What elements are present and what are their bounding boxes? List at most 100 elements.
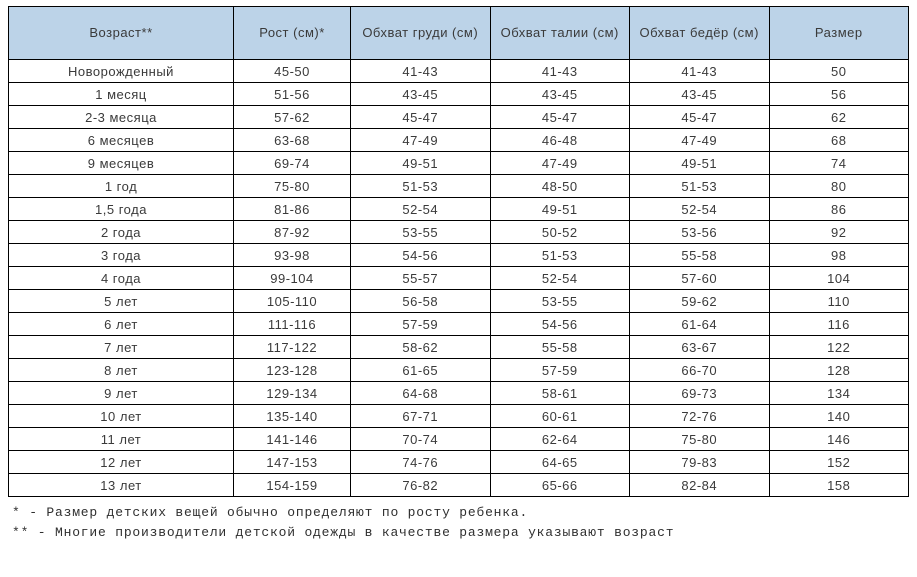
table-cell: 51-53 — [490, 244, 630, 267]
table-cell: 92 — [769, 221, 909, 244]
table-cell: 74-76 — [351, 451, 491, 474]
table-cell: 2 года — [9, 221, 234, 244]
table-row: 10 лет135-14067-7160-6172-76140 — [9, 405, 909, 428]
table-cell: 9 лет — [9, 382, 234, 405]
table-cell: 8 лет — [9, 359, 234, 382]
table-cell: 51-53 — [351, 175, 491, 198]
table-cell: 87-92 — [234, 221, 351, 244]
size-chart-table: Возраст** Рост (см)* Обхват груди (см) О… — [8, 6, 909, 497]
table-cell: 53-56 — [630, 221, 770, 244]
table-cell: 51-56 — [234, 83, 351, 106]
table-cell: 82-84 — [630, 474, 770, 497]
table-cell: 2-3 месяца — [9, 106, 234, 129]
table-cell: 66-70 — [630, 359, 770, 382]
table-cell: 52-54 — [351, 198, 491, 221]
table-cell: 1 год — [9, 175, 234, 198]
table-row: 11 лет141-14670-7462-6475-80146 — [9, 428, 909, 451]
table-cell: 51-53 — [630, 175, 770, 198]
table-cell: 41-43 — [490, 60, 630, 83]
table-cell: 4 года — [9, 267, 234, 290]
footnote-2: ** - Многие производители детской одежды… — [12, 523, 905, 543]
table-cell: 75-80 — [234, 175, 351, 198]
table-cell: 158 — [769, 474, 909, 497]
table-cell: 47-49 — [630, 129, 770, 152]
table-cell: 50 — [769, 60, 909, 83]
table-cell: 9 месяцев — [9, 152, 234, 175]
table-cell: 56-58 — [351, 290, 491, 313]
table-cell: 50-52 — [490, 221, 630, 244]
table-cell: 81-86 — [234, 198, 351, 221]
table-row: 4 года99-10455-5752-5457-60104 — [9, 267, 909, 290]
table-cell: 55-58 — [490, 336, 630, 359]
table-cell: 45-47 — [351, 106, 491, 129]
table-cell: 58-61 — [490, 382, 630, 405]
table-cell: 52-54 — [630, 198, 770, 221]
table-cell: 93-98 — [234, 244, 351, 267]
col-height: Рост (см)* — [234, 7, 351, 60]
table-cell: 45-47 — [490, 106, 630, 129]
table-cell: 6 месяцев — [9, 129, 234, 152]
table-cell: 62-64 — [490, 428, 630, 451]
table-cell: 146 — [769, 428, 909, 451]
table-cell: 13 лет — [9, 474, 234, 497]
table-cell: 79-83 — [630, 451, 770, 474]
table-cell: 116 — [769, 313, 909, 336]
table-cell: 53-55 — [351, 221, 491, 244]
footnote-1: * - Размер детских вещей обычно определя… — [12, 503, 905, 523]
table-cell: 69-74 — [234, 152, 351, 175]
table-cell: 6 лет — [9, 313, 234, 336]
table-cell: 55-57 — [351, 267, 491, 290]
table-cell: 41-43 — [630, 60, 770, 83]
table-row: 6 месяцев63-6847-4946-4847-4968 — [9, 129, 909, 152]
table-cell: 76-82 — [351, 474, 491, 497]
table-cell: 74 — [769, 152, 909, 175]
table-cell: 57-62 — [234, 106, 351, 129]
table-row: Новорожденный45-5041-4341-4341-4350 — [9, 60, 909, 83]
table-cell: 3 года — [9, 244, 234, 267]
table-cell: 61-64 — [630, 313, 770, 336]
col-waist: Обхват талии (см) — [490, 7, 630, 60]
table-cell: 52-54 — [490, 267, 630, 290]
table-row: 8 лет123-12861-6557-5966-70128 — [9, 359, 909, 382]
table-cell: 99-104 — [234, 267, 351, 290]
table-cell: 55-58 — [630, 244, 770, 267]
table-cell: 65-66 — [490, 474, 630, 497]
table-cell: 47-49 — [490, 152, 630, 175]
table-row: 2 года87-9253-5550-5253-5692 — [9, 221, 909, 244]
table-cell: 61-65 — [351, 359, 491, 382]
table-cell: 58-62 — [351, 336, 491, 359]
table-cell: 147-153 — [234, 451, 351, 474]
table-cell: 48-50 — [490, 175, 630, 198]
table-cell: 63-67 — [630, 336, 770, 359]
col-size: Размер — [769, 7, 909, 60]
table-cell: 122 — [769, 336, 909, 359]
table-row: 3 года93-9854-5651-5355-5898 — [9, 244, 909, 267]
table-cell: 49-51 — [630, 152, 770, 175]
table-cell: 70-74 — [351, 428, 491, 451]
table-cell: 10 лет — [9, 405, 234, 428]
table-cell: 5 лет — [9, 290, 234, 313]
table-cell: 69-73 — [630, 382, 770, 405]
table-row: 12 лет147-15374-7664-6579-83152 — [9, 451, 909, 474]
table-cell: 152 — [769, 451, 909, 474]
table-cell: 1 месяц — [9, 83, 234, 106]
table-cell: 129-134 — [234, 382, 351, 405]
table-row: 1,5 года81-8652-5449-5152-5486 — [9, 198, 909, 221]
table-cell: 49-51 — [490, 198, 630, 221]
table-cell: 43-45 — [630, 83, 770, 106]
table-cell: 68 — [769, 129, 909, 152]
table-cell: 45-47 — [630, 106, 770, 129]
table-cell: 43-45 — [490, 83, 630, 106]
table-cell: 49-51 — [351, 152, 491, 175]
table-row: 9 лет129-13464-6858-6169-73134 — [9, 382, 909, 405]
table-row: 6 лет111-11657-5954-5661-64116 — [9, 313, 909, 336]
table-cell: 140 — [769, 405, 909, 428]
table-cell: 117-122 — [234, 336, 351, 359]
table-cell: Новорожденный — [9, 60, 234, 83]
table-cell: 43-45 — [351, 83, 491, 106]
table-cell: 64-68 — [351, 382, 491, 405]
table-cell: 110 — [769, 290, 909, 313]
table-cell: 64-65 — [490, 451, 630, 474]
table-row: 1 год75-8051-5348-5051-5380 — [9, 175, 909, 198]
table-row: 7 лет117-12258-6255-5863-67122 — [9, 336, 909, 359]
